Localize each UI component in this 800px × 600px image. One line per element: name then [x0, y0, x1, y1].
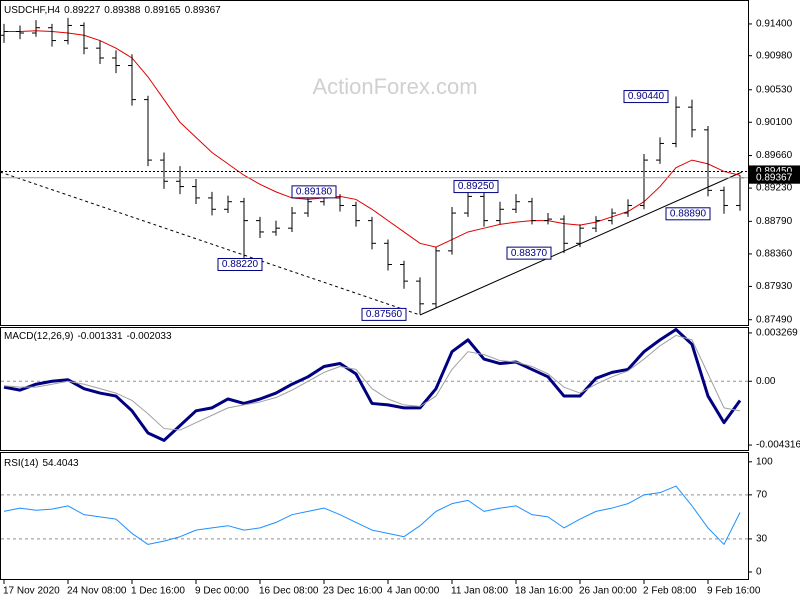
y-tick-label: 0.90100	[756, 117, 793, 128]
macd-panel	[0, 327, 749, 451]
annotation-label: 0.90440	[628, 91, 665, 102]
y-tick-label: 0.90980	[756, 50, 793, 61]
macd-header: MACD(12,26,9) -0.001331 -0.002033	[4, 331, 172, 342]
header-value: -0.002033	[127, 331, 172, 342]
y-tick-label: 0.88790	[756, 216, 793, 227]
price-label: 0.89450	[756, 166, 793, 177]
header-name: MACD(12,26,9)	[4, 331, 73, 342]
header-value: -0.001331	[77, 331, 122, 342]
y-tick-label: 100	[756, 456, 773, 467]
annotation-box	[291, 185, 337, 199]
y-tick-label: 0.91400	[756, 19, 793, 30]
x-tick-label: 9 Dec 00:00	[195, 586, 249, 597]
y-tick-label: 70	[756, 489, 768, 500]
x-tick-label: 9 Feb 16:00	[707, 586, 761, 597]
annotation-label: 0.88370	[511, 248, 548, 259]
price-panel	[0, 0, 749, 326]
x-tick-label: 24 Nov 08:00	[67, 586, 127, 597]
indicator-line	[3, 485, 741, 545]
price-header: USDCHF,H4 0.89227 0.89388 0.89165 0.89367	[4, 5, 221, 16]
annotation-box	[453, 180, 499, 194]
trend-line	[0, 171, 421, 316]
annotation-label: 0.89250	[458, 181, 495, 192]
y-tick-label: 0.89230	[756, 183, 793, 194]
header-value: 0.89388	[104, 5, 141, 16]
y-tick-label: 0.00	[756, 376, 776, 387]
header-value: 0.89227	[64, 5, 101, 16]
header-value: 54.4043	[42, 458, 79, 469]
header-name: USDCHF,H4	[4, 5, 61, 16]
header-value: 0.89367	[185, 5, 222, 16]
watermark: ActionForex.com	[312, 74, 477, 99]
annotation-label: 0.88220	[222, 259, 259, 270]
annotation-label: 0.87560	[366, 309, 403, 320]
y-tick-label: 0.87490	[756, 314, 793, 325]
y-tick-label: -0.004316	[756, 440, 800, 451]
annotation-label: 0.88890	[670, 208, 707, 219]
x-tick-label: 26 Jan 00:00	[579, 586, 637, 597]
annotation-box	[506, 246, 552, 260]
y-tick-label: 0.88360	[756, 249, 793, 260]
trend-line	[419, 171, 743, 316]
moving-average	[4, 30, 741, 248]
rsi-header: RSI(14) 54.4043	[4, 458, 79, 469]
price-label: 0.89367	[756, 172, 793, 183]
annotation-box	[665, 207, 711, 221]
x-tick-label: 1 Dec 16:00	[131, 586, 185, 597]
y-tick-label: 0.90530	[756, 84, 793, 95]
indicator-line	[3, 328, 742, 442]
annotation-box	[623, 90, 669, 104]
annotation-box	[361, 307, 407, 321]
annotation-label: 0.89180	[296, 187, 333, 198]
header-name: RSI(14)	[4, 458, 38, 469]
y-tick-label: 0.003269	[756, 328, 798, 339]
rsi-panel	[0, 452, 749, 580]
x-tick-label: 16 Dec 08:00	[259, 586, 319, 597]
header-value: 0.89165	[144, 5, 181, 16]
x-tick-label: 18 Jan 16:00	[515, 586, 573, 597]
x-tick-label: 2 Feb 08:00	[643, 586, 697, 597]
x-tick-label: 17 Nov 2020	[3, 586, 60, 597]
y-tick-label: 0.87930	[756, 281, 793, 292]
y-tick-label: 0.89660	[756, 150, 793, 161]
x-tick-label: 23 Dec 16:00	[323, 586, 383, 597]
x-tick-label: 4 Jan 00:00	[387, 586, 440, 597]
indicator-line	[3, 334, 741, 431]
y-tick-label: 30	[756, 534, 768, 545]
annotation-box	[217, 257, 263, 271]
y-tick-label: 0	[756, 567, 762, 578]
x-tick-label: 11 Jan 08:00	[451, 586, 509, 597]
price-label-box	[749, 171, 800, 184]
